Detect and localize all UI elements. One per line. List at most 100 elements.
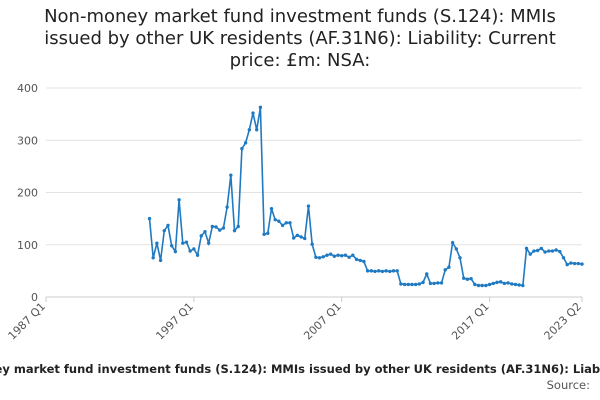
data-point <box>210 224 215 229</box>
data-point <box>214 225 218 229</box>
data-point <box>454 247 459 251</box>
data-point <box>295 233 300 238</box>
data-point <box>565 262 569 267</box>
series-legend: Non-money market fund investment funds (… <box>0 362 600 376</box>
data-point <box>291 236 296 240</box>
data-point <box>458 256 462 260</box>
data-point <box>362 259 366 264</box>
data-point <box>336 253 340 257</box>
data-point <box>417 282 422 286</box>
gridlines <box>46 87 582 246</box>
data-point <box>373 269 377 274</box>
data-point <box>284 221 288 225</box>
data-point <box>158 258 163 263</box>
data-point <box>184 240 189 244</box>
data-point <box>221 226 226 230</box>
x-tick-label: 1997 Q1 <box>153 300 196 343</box>
data-point <box>247 128 252 132</box>
y-tick-label: 400 <box>17 82 38 95</box>
data-point <box>199 234 203 238</box>
y-tick-label: 0 <box>31 291 38 304</box>
data-point <box>539 246 544 251</box>
data-point <box>572 261 577 266</box>
data-point <box>195 253 200 257</box>
data-point <box>310 242 314 246</box>
data-point <box>473 282 477 287</box>
data-point <box>155 241 159 245</box>
data-point <box>413 282 418 287</box>
data-point <box>561 256 566 260</box>
data-point <box>391 269 396 273</box>
data-point <box>484 283 488 288</box>
x-tick-label: 2023 Q2 <box>542 300 585 343</box>
data-point <box>524 246 529 251</box>
data-point <box>262 232 266 236</box>
data-point <box>177 198 181 202</box>
legend-label: Non-money market fund investment funds (… <box>0 362 600 376</box>
data-point <box>476 283 481 288</box>
data-point <box>251 111 255 115</box>
data-point <box>395 269 399 273</box>
y-axis-ticks: 0 100 200 300 400 <box>17 82 38 304</box>
data-point <box>439 281 444 285</box>
data-point <box>399 282 403 286</box>
data-point <box>498 280 503 284</box>
data-point <box>558 249 562 254</box>
data-point <box>535 248 540 253</box>
data-point <box>502 281 507 286</box>
y-tick-label: 200 <box>17 187 38 200</box>
data-point <box>151 256 155 260</box>
data-point <box>218 228 222 232</box>
data-point <box>365 269 370 273</box>
source-label: Source: <box>546 378 590 392</box>
data-point <box>277 219 281 223</box>
y-tick-label: 100 <box>17 239 38 252</box>
data-point <box>547 249 551 253</box>
data-point <box>225 205 229 209</box>
data-point <box>432 281 436 286</box>
data-point <box>487 282 492 287</box>
data-point <box>343 253 348 257</box>
data-point <box>521 283 525 288</box>
data-point <box>550 249 555 253</box>
data-point <box>462 276 466 280</box>
data-point <box>532 249 536 253</box>
data-point <box>384 269 388 273</box>
data-point <box>576 261 580 266</box>
data-point <box>325 253 329 257</box>
data-point <box>229 173 233 177</box>
data-point <box>166 223 170 228</box>
data-point <box>273 217 277 222</box>
data-point <box>332 254 337 258</box>
data-point <box>240 146 244 151</box>
data-point <box>314 255 318 259</box>
data-point <box>436 281 440 285</box>
data-point <box>147 216 152 221</box>
data-point <box>188 249 192 253</box>
data-point <box>299 235 303 239</box>
data-point <box>280 223 285 228</box>
data-point <box>203 229 207 234</box>
data-point <box>510 282 514 286</box>
data-point <box>303 236 307 241</box>
data-point <box>243 141 248 145</box>
data-point <box>447 265 451 269</box>
data-point <box>376 269 381 273</box>
data-point <box>425 272 429 276</box>
data-point <box>469 277 473 281</box>
data-point <box>543 250 547 254</box>
data-point <box>406 282 410 287</box>
data-point <box>421 280 425 285</box>
data-point <box>162 228 166 233</box>
data-point <box>354 257 359 262</box>
x-axis-ticks: 1987 Q1 1997 Q1 2007 Q1 2017 Q1 2023 Q2 <box>6 297 585 343</box>
data-point <box>443 268 447 272</box>
data-point <box>269 207 274 211</box>
chart-title: Non-money market fund investment funds (… <box>44 6 556 71</box>
data-point <box>402 282 407 287</box>
data-point <box>236 224 240 229</box>
data-point <box>554 248 558 252</box>
data-point <box>321 255 325 259</box>
data-point <box>288 221 292 225</box>
data-point <box>491 281 495 286</box>
